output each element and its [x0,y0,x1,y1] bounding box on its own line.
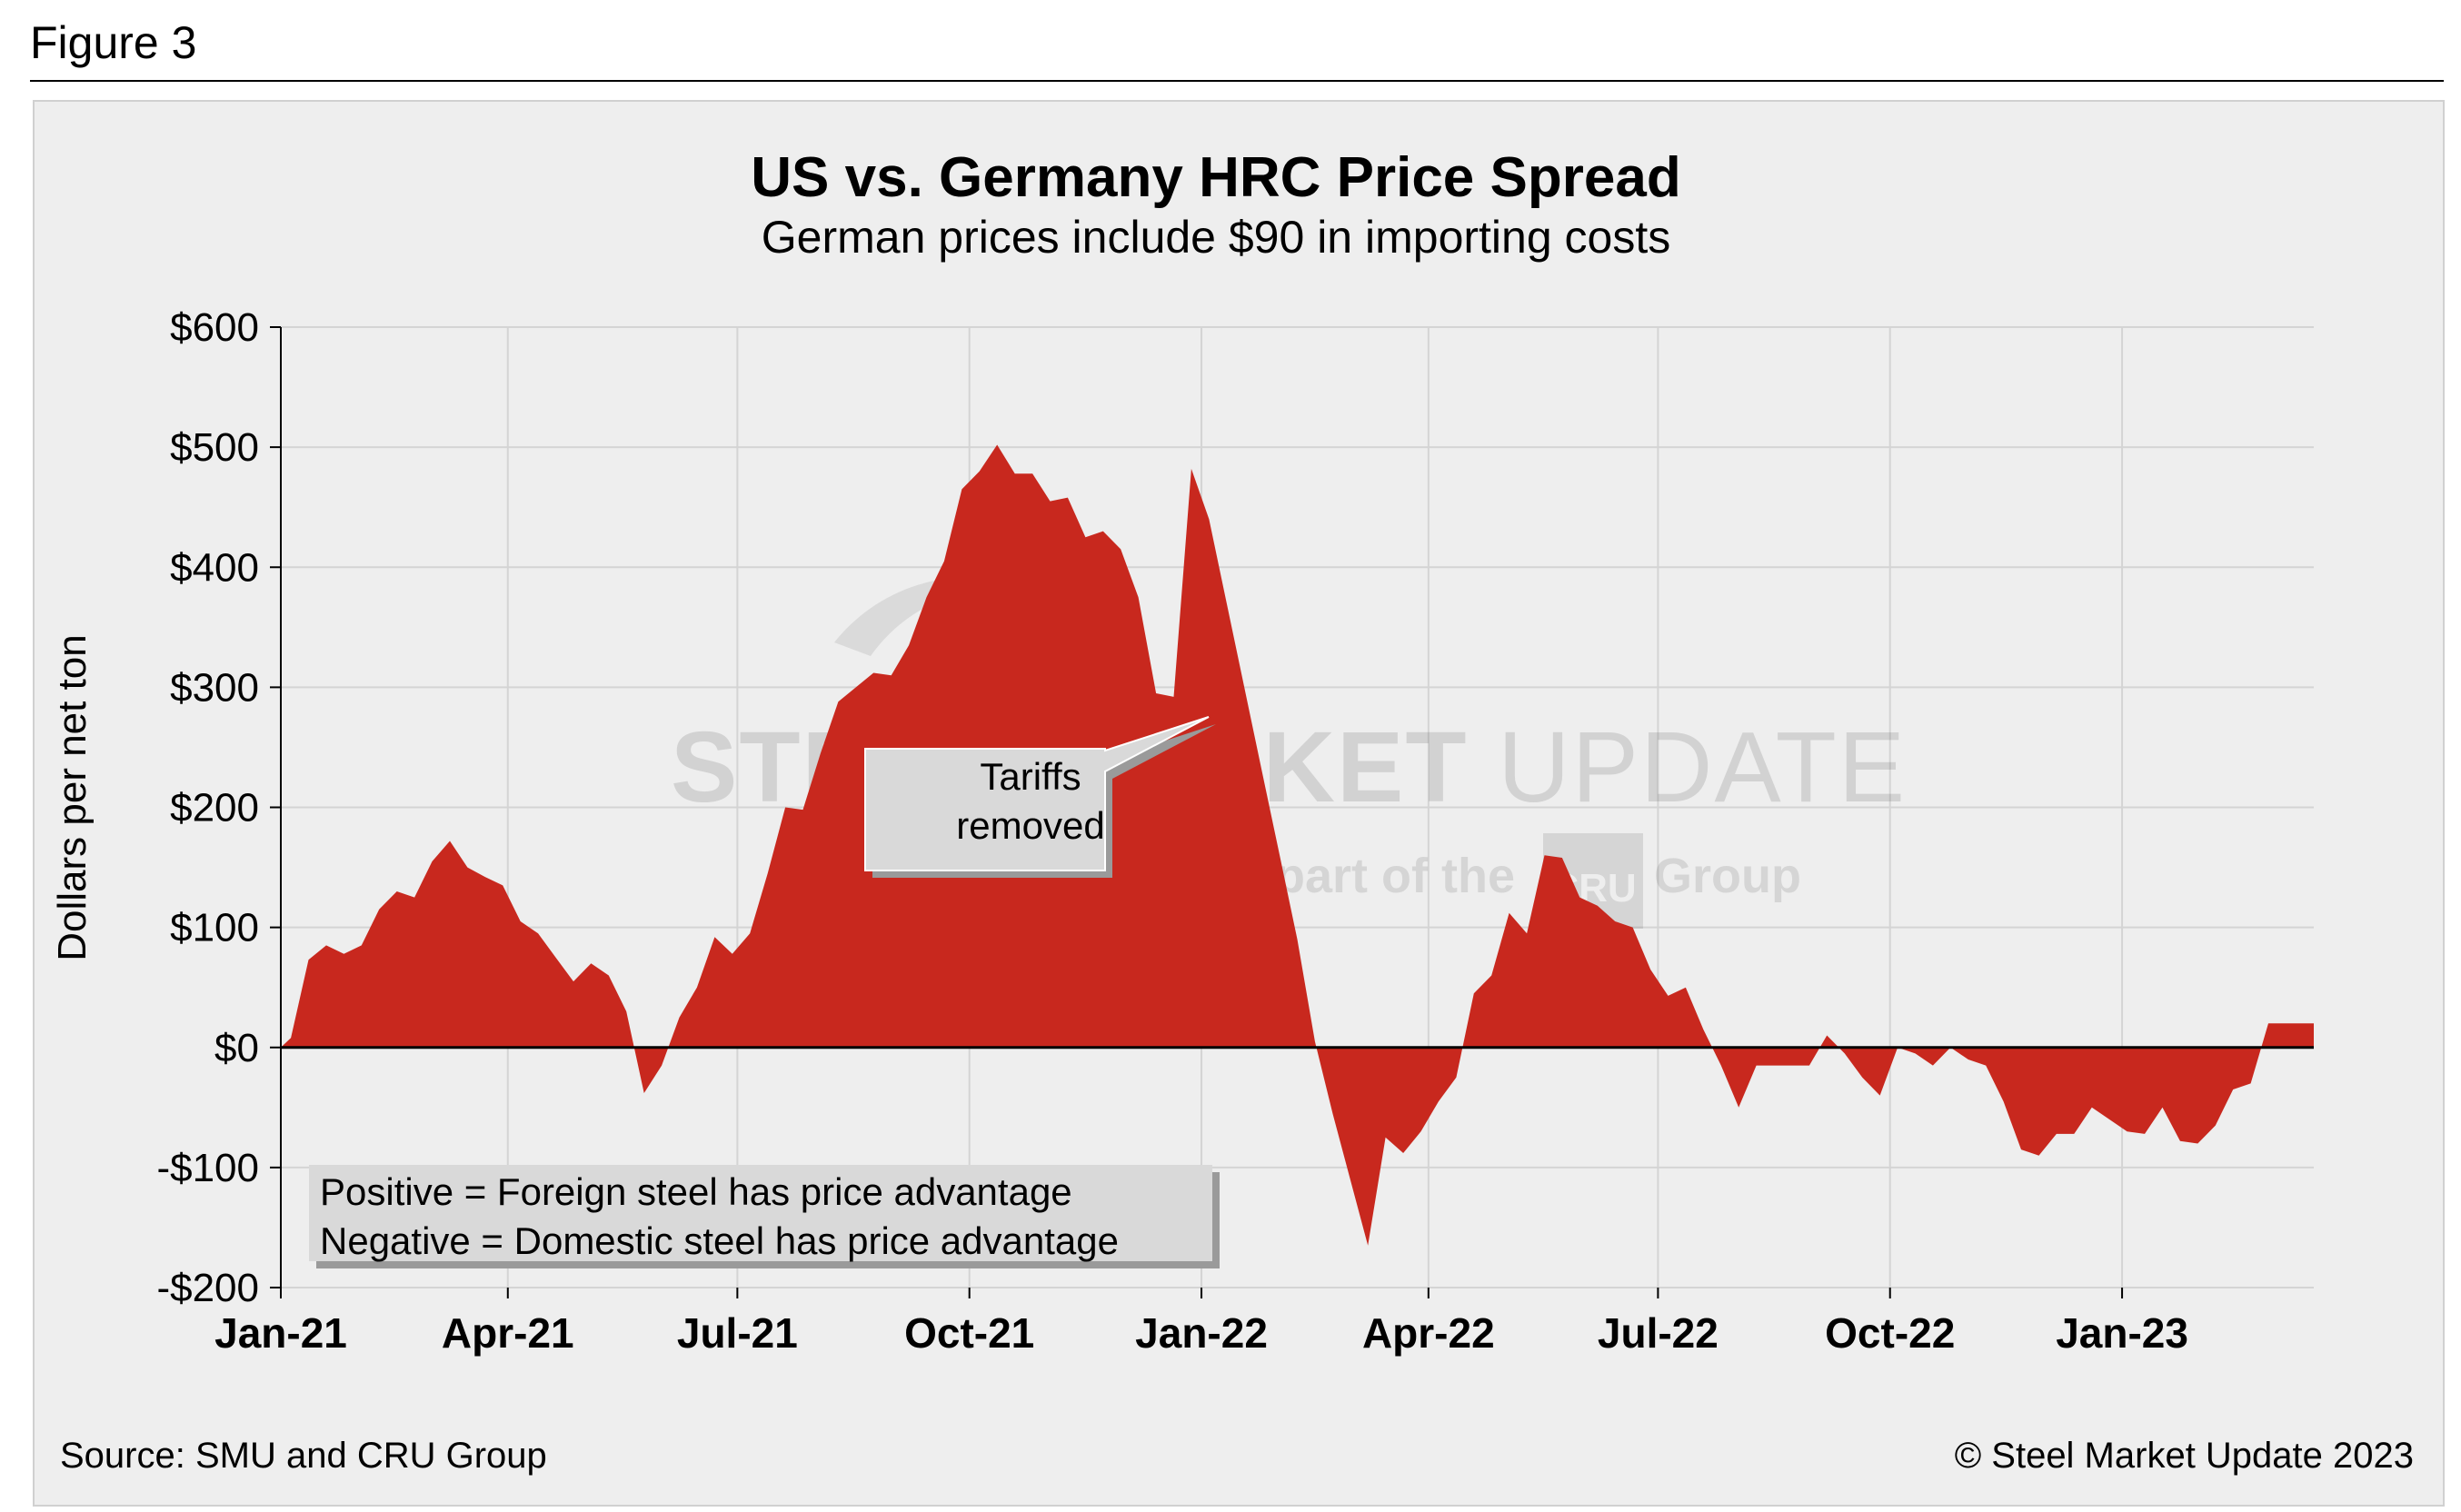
tariffs-callout: Tariffs removed [864,716,1216,878]
x-tick-label: Jan-22 [1135,1309,1268,1357]
x-tick-label: Jul-22 [1598,1309,1719,1357]
copyright-note: © Steel Market Update 2023 [1954,1436,2414,1476]
x-tick-label: Jul-21 [677,1309,798,1357]
y-tick-label: -$100 [156,1146,259,1190]
legend-note-box [309,1165,1212,1261]
x-axis: Jan-21 Apr-21 Jul-21 Oct-21 Jan-22 Apr-22 Jul-… [214,1288,2188,1357]
legend-note-line2: Negative = Domestic steel has price adva… [320,1219,1119,1262]
y-tick-label: $0 [214,1026,259,1070]
x-tick-label: Oct-22 [1825,1309,1955,1357]
callout-box [864,716,1210,871]
y-tick-label: $100 [170,906,259,950]
legend-note: Positive = Foreign steel has price advan… [309,1165,1220,1268]
chart-panel: STEEL MARKET UPDATE part of the CRU Grou… [33,100,2445,1507]
x-tick-label: Apr-21 [442,1309,574,1357]
y-tick-label: $300 [170,665,259,710]
x-tick-label: Jan-23 [2056,1309,2188,1357]
watermark-tagline-end: Group [1654,849,1801,903]
spread-area [281,444,2314,1246]
figure-label: Figure 3 [30,17,197,68]
watermark-tagline-start: part of the [1275,849,1515,903]
source-note: Source: SMU and CRU Group [60,1436,547,1476]
y-tick-label: $200 [170,786,259,831]
watermark-brand-light: UPDATE [1498,711,1907,823]
chart: STEEL MARKET UPDATE part of the CRU Grou… [50,146,2314,1357]
chart-title: US vs. Germany HRC Price Spread [751,146,1680,209]
y-tick-label: $500 [170,425,259,470]
x-tick-label: Apr-22 [1362,1309,1495,1357]
y-tick-label: -$200 [156,1266,259,1310]
y-tick-label: $600 [170,305,259,350]
x-tick-label: Jan-21 [214,1309,347,1357]
chart-subtitle: German prices include $90 in importing c… [762,212,1670,263]
callout-text-line2: removed [956,804,1104,847]
y-axis: -$200 -$100 $0 $100 $200 $300 $400 $500 $600 [156,305,281,1310]
callout-text-line1: Tariffs [980,755,1081,798]
y-tick-label: $400 [170,545,259,590]
y-axis-label: Dollars per net ton [50,634,95,961]
x-tick-label: Oct-21 [904,1309,1034,1357]
watermark-swoosh [834,577,1043,656]
figure-rule [30,80,2444,82]
legend-note-line1: Positive = Foreign steel has price advan… [320,1170,1072,1213]
